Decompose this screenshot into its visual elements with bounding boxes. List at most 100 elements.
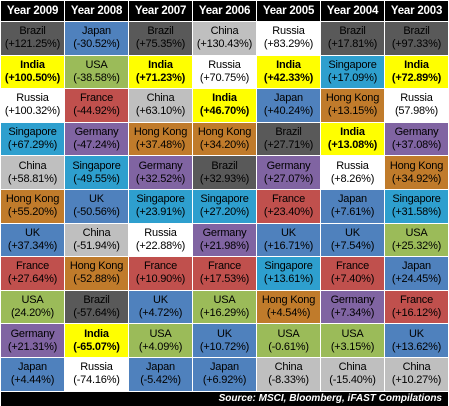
market-cell: UK (+7.54%)	[321, 223, 384, 257]
market-return: (-38.58%)	[73, 71, 120, 84]
market-cell: Germany (+21.98%)	[193, 223, 256, 257]
market-name: Russia	[16, 92, 49, 105]
market-name: Russia	[400, 92, 433, 105]
market-return: (+97.33%)	[391, 38, 442, 51]
market-cell: France (+27.64%)	[1, 257, 64, 290]
market-name: China	[402, 361, 431, 374]
market-name: India	[276, 58, 301, 71]
market-name: Hong Kong	[389, 159, 444, 172]
market-cell: Japan (+24.45%)	[385, 257, 448, 290]
market-return: (-50.56%)	[73, 206, 120, 219]
market-cell: France (+10.90%)	[129, 257, 192, 290]
market-name: India	[340, 126, 365, 139]
market-cell: Brazil (+121.25%)	[1, 22, 64, 55]
source-note: Source: MSCI, Bloomberg, iFAST Compilati…	[1, 391, 448, 406]
market-name: USA	[213, 294, 236, 307]
market-cell: China (-15.40%)	[321, 357, 384, 391]
market-return: (+130.43%)	[196, 38, 253, 51]
market-return: (+23.91%)	[135, 206, 186, 219]
market-return: (-52.88%)	[73, 273, 120, 286]
market-cell: India (+72.89%)	[385, 55, 448, 89]
market-cell: Russia (+22.88%)	[129, 223, 192, 257]
market-name: France	[335, 260, 370, 273]
market-name: USA	[21, 294, 44, 307]
market-return: (+121.25%)	[4, 38, 61, 51]
market-return: (+7.34%)	[330, 307, 375, 320]
year-header: Year 2009	[1, 1, 64, 21]
market-cell: USA (-0.61%)	[257, 324, 320, 357]
market-name: India	[20, 58, 45, 71]
market-name: USA	[277, 327, 300, 340]
market-return: (+46.70%)	[199, 105, 250, 118]
market-return: (+27.20%)	[199, 206, 250, 219]
market-name: Singapore	[392, 193, 441, 206]
market-cell: India (-65.07%)	[65, 324, 128, 357]
market-cell: France (+7.40%)	[321, 257, 384, 290]
market-name: Russia	[336, 159, 369, 172]
market-name: France	[207, 260, 242, 273]
market-name: India	[404, 58, 429, 71]
market-cell: Russia (+8.26%)	[321, 156, 384, 189]
market-name: China	[338, 361, 367, 374]
market-name: Japan	[18, 361, 47, 374]
market-return: (+4.54%)	[266, 307, 311, 320]
market-cell: Germany (+21.31%)	[1, 324, 64, 357]
market-name: Singapore	[264, 260, 313, 273]
market-cell: Singapore (+31.58%)	[385, 189, 448, 223]
market-return: (+34.20%)	[199, 139, 250, 152]
market-name: USA	[405, 226, 428, 239]
market-return: (+10.90%)	[135, 273, 186, 286]
market-cell: UK (+37.34%)	[1, 223, 64, 257]
market-return: (+4.72%)	[138, 307, 183, 320]
market-name: Germany	[138, 159, 183, 172]
market-return: (+27.64%)	[7, 273, 58, 286]
market-name: Germany	[394, 126, 439, 139]
market-cell: Singapore (+23.91%)	[129, 189, 192, 223]
market-cell: France (+16.12%)	[385, 290, 448, 324]
market-return: (24.20%)	[10, 307, 55, 320]
market-cell: Russia (+83.29%)	[257, 22, 320, 55]
year-header: Year 2005	[257, 1, 320, 21]
market-name: Japan	[82, 25, 111, 38]
market-name: Russia	[80, 361, 113, 374]
market-name: Japan	[274, 92, 303, 105]
market-cell: India (+46.70%)	[193, 89, 256, 122]
market-cell: China (+63.10%)	[129, 89, 192, 122]
market-name: Singapore	[72, 159, 121, 172]
year-header: Year 2004	[321, 1, 384, 21]
market-return: (+27.71%)	[263, 139, 314, 152]
market-cell: China (+10.27%)	[385, 357, 448, 391]
market-return: (-44.92%)	[73, 105, 120, 118]
market-cell: Hong Kong (+55.20%)	[1, 189, 64, 223]
market-return: (+37.48%)	[135, 139, 186, 152]
market-cell: Germany (+7.34%)	[321, 290, 384, 324]
market-cell: Japan (+7.61%)	[321, 189, 384, 223]
market-name: China	[274, 361, 303, 374]
market-return: (+70.75%)	[199, 71, 250, 84]
market-name: Brazil	[403, 25, 430, 38]
market-return: (+31.58%)	[391, 206, 442, 219]
market-name: USA	[341, 327, 364, 340]
market-return: (+63.10%)	[135, 105, 186, 118]
market-return: (-65.07%)	[73, 340, 120, 353]
market-return: (+32.52%)	[135, 172, 186, 185]
market-name: UK	[281, 226, 296, 239]
market-cell: Germany (+27.07%)	[257, 156, 320, 189]
market-cell: Brazil (+97.33%)	[385, 22, 448, 55]
market-cell: India (+100.50%)	[1, 55, 64, 89]
market-name: China	[82, 226, 111, 239]
market-name: Brazil	[211, 159, 238, 172]
market-name: Brazil	[19, 25, 46, 38]
market-return: (-30.52%)	[73, 38, 120, 51]
market-return: (+37.08%)	[391, 139, 442, 152]
market-name: UK	[217, 327, 232, 340]
market-name: Brazil	[83, 294, 110, 307]
market-name: UK	[25, 226, 40, 239]
market-return: (+7.61%)	[330, 206, 375, 219]
market-name: India	[148, 58, 173, 71]
market-cell: USA (+25.32%)	[385, 223, 448, 257]
market-return: (+17.81%)	[327, 38, 378, 51]
market-name: India	[84, 327, 109, 340]
market-cell: Brazil (+17.81%)	[321, 22, 384, 55]
